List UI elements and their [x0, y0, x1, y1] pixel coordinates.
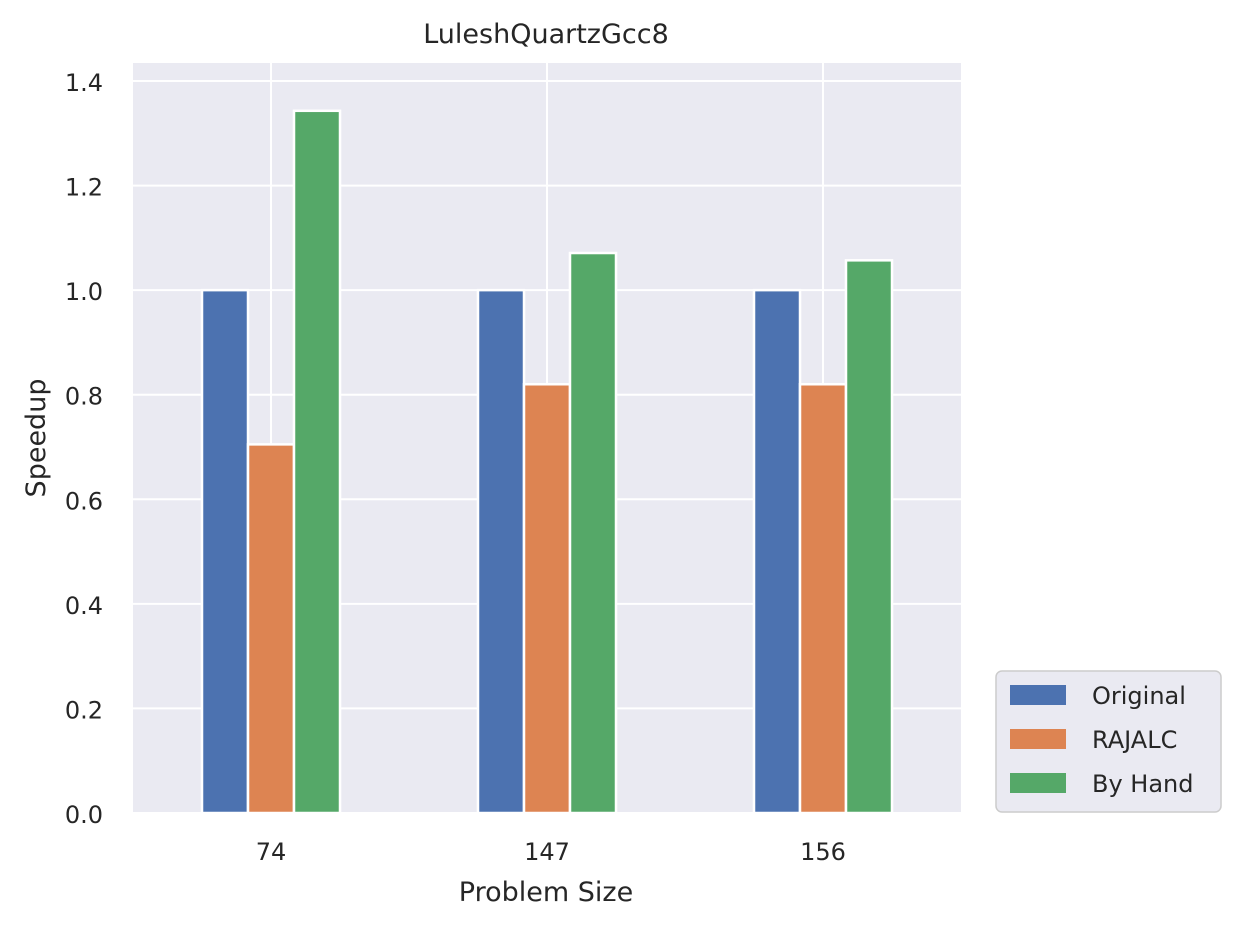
x-tick-label: 74	[256, 838, 287, 866]
x-tick-label: 147	[524, 838, 570, 866]
x-axis-ticks: 74 147 156	[256, 838, 846, 866]
y-tick-label: 0.6	[65, 487, 103, 515]
legend-label: RAJALC	[1092, 726, 1177, 754]
bar-rajalc-156	[798, 383, 848, 815]
y-tick-label: 0.0	[65, 801, 103, 829]
x-tick-label: 156	[800, 838, 846, 866]
legend-label: By Hand	[1092, 770, 1194, 798]
x-axis-label: Problem Size	[459, 877, 633, 908]
bar-rajalc-147	[522, 383, 572, 815]
legend-swatch-by-hand	[1010, 773, 1066, 793]
legend: Original RAJALC By Hand	[995, 670, 1222, 813]
legend-label: Original	[1092, 682, 1186, 710]
y-tick-label: 1.0	[65, 278, 103, 306]
y-tick-label: 0.4	[65, 592, 103, 620]
bars	[200, 109, 894, 815]
bar-by-hand-156	[844, 259, 894, 815]
bar-original-156	[752, 288, 802, 815]
chart-title: LuleshQuartzGcc8	[423, 19, 669, 50]
legend-swatch-original	[1010, 685, 1066, 705]
y-tick-label: 0.8	[65, 383, 103, 411]
y-axis-ticks: 0.0 0.2 0.4 0.6 0.8 1.0 1.2 1.4	[65, 69, 103, 829]
y-tick-label: 0.2	[65, 696, 103, 724]
bar-by-hand-147	[568, 251, 618, 815]
bar-rajalc-74	[246, 443, 296, 815]
y-axis-label: Speedup	[21, 379, 52, 498]
y-tick-label: 1.2	[65, 174, 103, 202]
bar-by-hand-74	[292, 109, 342, 815]
y-tick-label: 1.4	[65, 69, 103, 97]
bar-original-147	[476, 288, 526, 815]
bar-original-74	[200, 288, 250, 815]
legend-swatch-rajalc	[1010, 729, 1066, 749]
